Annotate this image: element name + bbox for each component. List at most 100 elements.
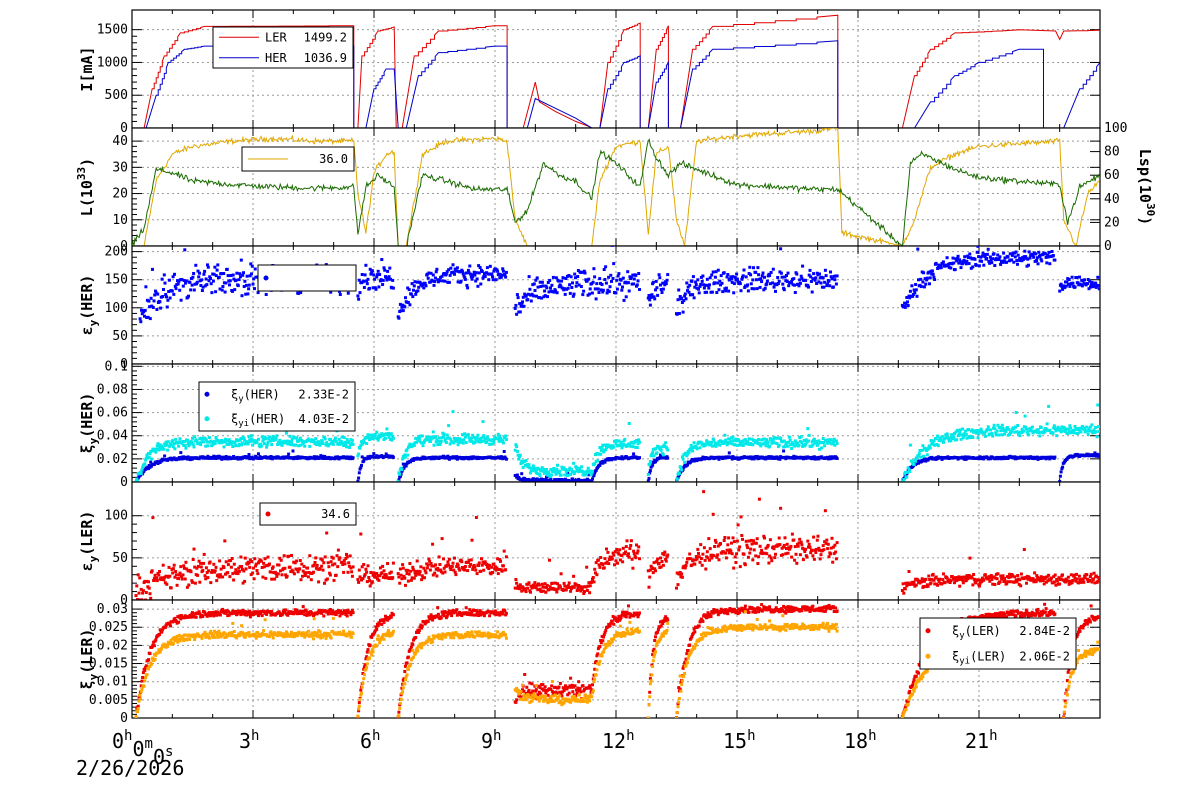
data-point xyxy=(637,545,641,549)
data-point xyxy=(164,293,168,296)
data-point xyxy=(488,264,492,268)
data-point xyxy=(217,575,221,579)
data-point xyxy=(910,459,914,463)
data-point xyxy=(1075,276,1078,279)
data-point xyxy=(906,300,909,304)
data-point xyxy=(242,569,246,573)
data-point xyxy=(165,295,168,299)
data-point xyxy=(405,572,409,575)
data-point xyxy=(177,573,181,577)
data-point xyxy=(149,596,153,600)
data-point xyxy=(702,490,706,494)
data-point xyxy=(174,573,178,577)
data-point xyxy=(782,449,786,453)
data-point xyxy=(716,553,720,557)
data-point xyxy=(455,269,459,273)
data-point xyxy=(1097,429,1100,433)
data-point xyxy=(591,280,595,284)
data-point xyxy=(532,282,536,286)
data-point xyxy=(347,561,351,565)
data-point xyxy=(141,591,145,595)
data-point xyxy=(428,280,432,284)
data-point xyxy=(492,269,496,273)
data-point xyxy=(716,441,720,445)
data-point xyxy=(434,276,437,280)
data-point xyxy=(626,554,630,557)
data-point xyxy=(194,263,198,267)
data-point xyxy=(618,282,622,286)
data-point xyxy=(171,439,175,443)
data-point xyxy=(407,572,411,576)
data-point xyxy=(472,270,476,274)
data-point xyxy=(612,445,616,449)
data-point xyxy=(323,555,327,559)
data-point xyxy=(480,557,483,561)
data-point xyxy=(325,577,329,581)
data-point xyxy=(656,293,660,297)
data-point xyxy=(220,288,224,292)
data-point xyxy=(572,585,576,589)
data-point xyxy=(203,436,207,440)
data-point xyxy=(351,456,355,460)
data-point xyxy=(593,471,597,475)
y-axis-title-end: (LER) xyxy=(78,511,96,556)
y-tick-label: 20 xyxy=(112,187,128,202)
data-point xyxy=(1047,250,1051,254)
data-point xyxy=(406,301,410,304)
data-point xyxy=(677,312,681,315)
data-point xyxy=(406,286,410,290)
data-point xyxy=(492,562,496,566)
data-point xyxy=(805,555,809,559)
data-point xyxy=(704,283,708,287)
data-point xyxy=(144,598,148,600)
data-point xyxy=(708,283,711,287)
data-point xyxy=(710,441,714,444)
data-point xyxy=(801,264,805,268)
data-point xyxy=(819,281,823,285)
legend-value: 1036.9 xyxy=(304,51,347,65)
data-point xyxy=(243,556,247,560)
data-point xyxy=(240,565,244,568)
data-point xyxy=(289,443,293,447)
data-point xyxy=(666,456,670,460)
data-point xyxy=(332,578,336,582)
data-point xyxy=(322,561,326,565)
data-point xyxy=(905,475,909,479)
data-point xyxy=(615,278,619,282)
data-point xyxy=(1012,260,1016,264)
data-point xyxy=(570,286,574,289)
data-point xyxy=(817,280,821,284)
data-point xyxy=(580,469,584,473)
data-point xyxy=(459,558,463,562)
data-point xyxy=(977,255,981,259)
data-point xyxy=(406,453,410,457)
data-point xyxy=(569,275,573,279)
data-point xyxy=(739,443,743,447)
panel-luminosity: 010203040L(1033)020406080100Lsp(1030)36.… xyxy=(75,121,1157,254)
data-point xyxy=(907,467,911,471)
data-point xyxy=(638,456,641,460)
data-point xyxy=(697,555,701,559)
data-point xyxy=(636,279,640,283)
data-point xyxy=(1038,253,1042,257)
data-point xyxy=(746,555,750,559)
data-point xyxy=(174,287,178,291)
data-point xyxy=(173,272,176,276)
data-point xyxy=(936,444,940,448)
data-point xyxy=(724,438,728,442)
data-point xyxy=(264,293,268,296)
data-point xyxy=(1016,262,1019,266)
data-point xyxy=(384,452,388,456)
data-point xyxy=(259,442,263,446)
data-point xyxy=(714,444,718,448)
data-point xyxy=(523,588,527,592)
data-point xyxy=(581,585,585,589)
data-point xyxy=(554,276,558,280)
data-point xyxy=(473,273,477,277)
data-point xyxy=(329,290,333,294)
data-point xyxy=(800,276,804,280)
data-point xyxy=(683,294,687,298)
data-point xyxy=(533,581,537,585)
data-point xyxy=(719,283,722,287)
data-point xyxy=(302,564,306,568)
